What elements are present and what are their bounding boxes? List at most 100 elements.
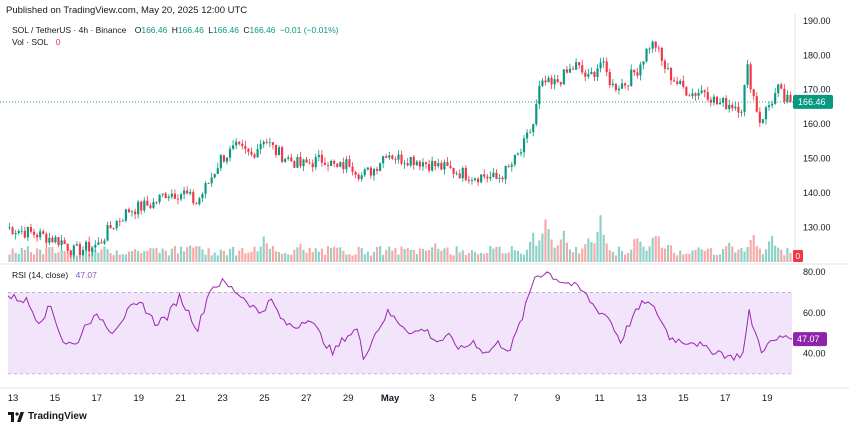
- candle-body: [115, 221, 118, 229]
- candle-body: [617, 88, 621, 91]
- volume-bar: [382, 254, 385, 262]
- candle-body: [305, 159, 308, 163]
- volume-bar: [11, 248, 14, 262]
- candle-body: [336, 163, 339, 167]
- candle-body: [97, 242, 100, 245]
- candle-body: [308, 162, 311, 164]
- volume-bar: [60, 249, 63, 262]
- candle-body: [259, 144, 262, 149]
- volume-bar: [348, 254, 351, 262]
- price-tick-label: 130.00: [803, 222, 831, 232]
- volume-bar: [161, 248, 164, 262]
- volume-bar: [293, 249, 296, 262]
- candle-body: [391, 155, 394, 159]
- volume-bar: [562, 230, 565, 262]
- candle-body: [69, 250, 72, 256]
- volume-bar: [88, 253, 91, 262]
- rsi-label: RSI (14, close): [12, 270, 69, 280]
- volume-bar: [550, 239, 553, 262]
- volume-bar: [183, 251, 186, 262]
- candle-body: [244, 146, 247, 149]
- candle-body: [11, 227, 14, 235]
- volume-bar: [722, 249, 725, 262]
- volume-bar: [189, 245, 192, 262]
- volume-bar: [777, 247, 780, 262]
- candle-body: [253, 154, 256, 158]
- rsi-band: [8, 292, 792, 374]
- volume-bar: [130, 251, 134, 262]
- volume-bar: [78, 255, 82, 262]
- candle-body: [712, 96, 715, 103]
- volume-bar: [624, 254, 627, 262]
- tradingview-brand[interactable]: TradingView: [8, 411, 87, 422]
- volume-bar: [464, 255, 467, 262]
- volume-bar: [287, 254, 290, 262]
- candle-body: [544, 80, 547, 83]
- volume-bar: [568, 249, 572, 262]
- candle-body: [608, 72, 611, 86]
- volume-bar: [538, 240, 541, 262]
- volume-bar: [627, 253, 630, 262]
- candle-body: [443, 162, 446, 170]
- volume-bar: [124, 254, 127, 262]
- volume-bar: [608, 250, 611, 262]
- candle-body: [676, 81, 679, 84]
- brand-name: TradingView: [28, 411, 87, 422]
- volume-bar: [17, 253, 20, 262]
- candle-body: [440, 163, 443, 170]
- volume-bar: [636, 238, 639, 262]
- volume-bar: [235, 255, 238, 262]
- candle-body: [434, 161, 437, 167]
- x-tick-label: 9: [555, 393, 560, 404]
- x-tick-label: 23: [217, 393, 228, 404]
- volume-bar: [473, 251, 477, 262]
- candle-body: [761, 119, 764, 123]
- candle-body: [388, 155, 391, 158]
- x-tick-label: May: [381, 393, 400, 404]
- volume-bar: [210, 255, 213, 262]
- candle-body: [45, 233, 48, 243]
- volume-bar: [360, 248, 363, 262]
- candle-body: [112, 228, 115, 230]
- candle-body: [737, 106, 740, 113]
- volume-bar: [571, 252, 575, 262]
- candle-body: [526, 132, 529, 139]
- candle-body: [602, 61, 605, 63]
- candle-body: [170, 193, 173, 197]
- volume-bar: [375, 247, 379, 262]
- candle-body: [786, 94, 789, 102]
- published-note: Published on TradingView.com, May 20, 20…: [6, 5, 248, 16]
- volume-bar: [134, 248, 137, 262]
- candle-body: [627, 85, 630, 87]
- candle-body: [39, 231, 42, 238]
- candle-body: [186, 190, 189, 194]
- volume-bar: [519, 253, 523, 262]
- volume-bar: [489, 246, 492, 262]
- candle-body: [758, 111, 761, 123]
- candle-body: [660, 47, 663, 61]
- volume-bar: [725, 246, 728, 262]
- candle-body: [483, 174, 486, 177]
- volume-bar: [743, 251, 746, 262]
- high-label: H: [171, 25, 178, 35]
- candle-body: [780, 84, 783, 89]
- candle-body: [134, 211, 137, 215]
- volume-bar: [446, 247, 449, 262]
- candle-body: [225, 157, 229, 162]
- candle-body: [774, 93, 777, 104]
- volume-bar: [57, 252, 60, 262]
- candle-body: [323, 162, 327, 166]
- volume-bar: [173, 246, 176, 262]
- candle-body: [176, 198, 180, 200]
- candle-body: [274, 145, 278, 155]
- candle-body: [60, 240, 63, 246]
- candle-body: [424, 162, 428, 165]
- candle-body: [23, 230, 26, 238]
- candle-body: [412, 156, 415, 166]
- candle-body: [519, 152, 523, 154]
- volume-bar: [443, 248, 446, 262]
- candle-body: [464, 167, 467, 180]
- candle-body: [467, 179, 470, 181]
- candle-body: [642, 61, 645, 65]
